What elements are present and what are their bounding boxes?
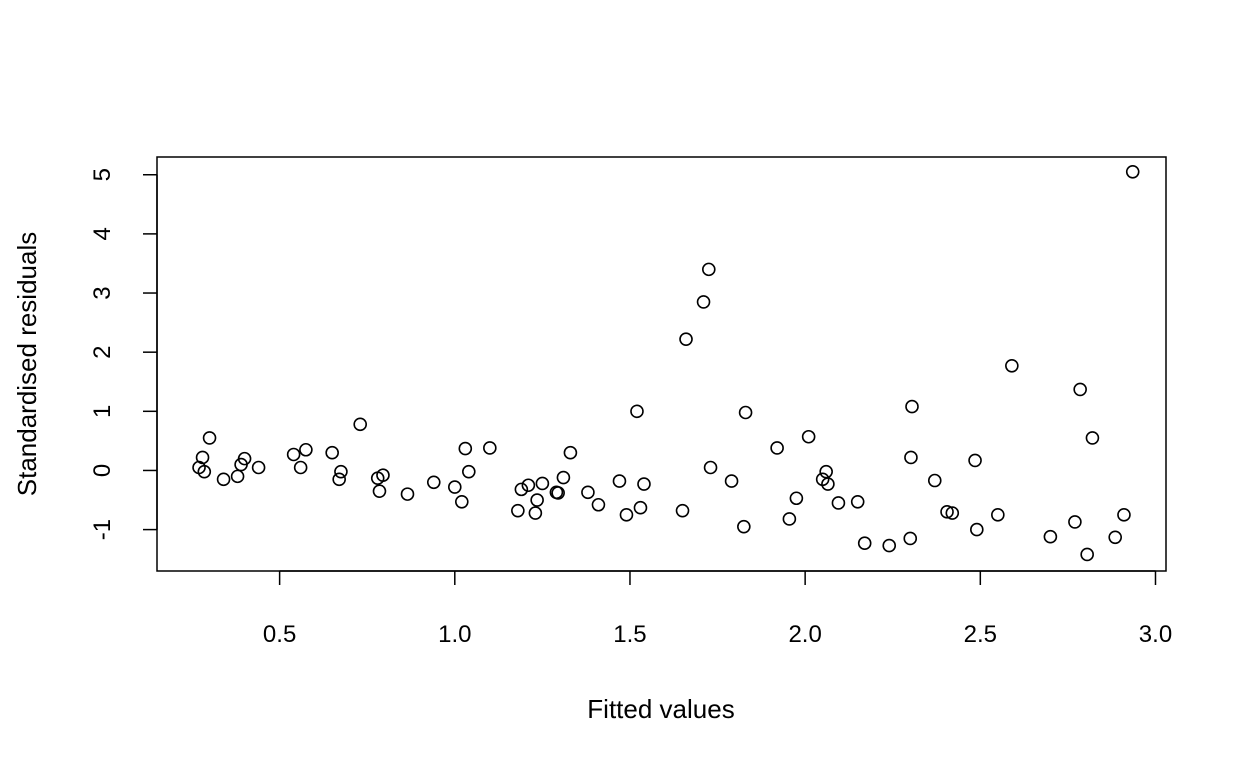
data-point — [904, 450, 918, 465]
x-tick-label: 3.0 — [1139, 621, 1172, 648]
data-point — [905, 399, 919, 414]
y-tick-label: 4 — [89, 227, 116, 240]
data-point — [789, 491, 804, 506]
data-point — [927, 473, 942, 488]
data-point — [970, 522, 984, 537]
y-tick-label: 5 — [89, 168, 116, 181]
x-tick-label: 1.0 — [438, 621, 471, 648]
data-point — [679, 332, 693, 346]
data-point — [197, 464, 212, 479]
data-point — [696, 295, 711, 309]
data-point — [353, 417, 368, 432]
data-point — [968, 453, 982, 468]
data-point — [857, 536, 872, 551]
data-point — [195, 450, 210, 465]
data-point — [286, 447, 301, 462]
y-tick-label: -1 — [89, 519, 116, 540]
data-point — [1043, 529, 1058, 544]
data-point — [701, 262, 716, 277]
data-points — [192, 164, 1140, 562]
x-tick-label: 2.0 — [788, 621, 821, 648]
data-point — [619, 508, 634, 522]
data-point — [332, 472, 346, 487]
data-point — [637, 477, 651, 491]
data-point — [299, 442, 313, 457]
data-point — [556, 470, 571, 485]
data-point — [551, 486, 565, 500]
data-point — [738, 405, 753, 420]
data-point — [630, 404, 644, 419]
data-point — [591, 497, 606, 512]
data-point — [703, 460, 718, 475]
data-point — [1080, 547, 1094, 562]
data-point — [426, 475, 441, 490]
x-tick-label: 1.5 — [613, 621, 646, 648]
data-point — [1005, 358, 1019, 373]
data-point — [230, 469, 245, 484]
data-point — [633, 500, 648, 515]
data-point — [1117, 508, 1131, 522]
data-point — [945, 506, 960, 520]
data-point — [782, 512, 797, 526]
data-point — [1085, 431, 1100, 445]
x-axis-label: Fitted values — [587, 694, 734, 724]
data-point — [334, 464, 348, 479]
data-point — [882, 538, 897, 553]
data-point — [737, 519, 751, 534]
data-point — [376, 468, 390, 482]
data-point — [1125, 164, 1140, 179]
data-point — [991, 508, 1005, 522]
y-tick-label: 0 — [89, 464, 116, 477]
x-axis: 0.5 1.0 1.5 2.0 2.5 3.0 — [263, 570, 1172, 648]
data-point — [535, 476, 550, 491]
x-tick-label: 0.5 — [263, 621, 296, 648]
data-point — [821, 477, 835, 491]
data-point — [447, 480, 462, 494]
x-tick-label: 2.5 — [964, 621, 997, 648]
y-axis-label: Standardised residuals — [12, 232, 42, 497]
data-point — [675, 503, 690, 518]
data-point — [528, 506, 543, 520]
data-point — [940, 505, 954, 519]
data-point — [563, 445, 578, 460]
plot-frame — [156, 156, 1167, 572]
data-point — [237, 451, 252, 466]
data-point — [850, 495, 865, 509]
data-point — [511, 503, 525, 518]
data-point — [612, 474, 627, 488]
data-point — [770, 441, 784, 455]
data-point — [455, 495, 469, 509]
data-point — [903, 531, 918, 546]
y-axis: -1 0 1 2 3 4 5 — [89, 168, 158, 540]
data-point — [251, 460, 266, 475]
data-point — [831, 496, 846, 510]
data-point — [372, 484, 387, 498]
y-tick-label: 2 — [89, 345, 116, 358]
data-point — [1068, 515, 1082, 529]
y-tick-label: 1 — [89, 405, 116, 418]
data-point — [724, 474, 739, 488]
data-point — [1073, 382, 1087, 397]
data-point — [483, 441, 497, 455]
data-point — [514, 482, 529, 497]
data-point — [819, 464, 833, 479]
y-tick-label: 3 — [89, 286, 116, 299]
data-point — [458, 441, 473, 456]
data-point — [1108, 530, 1122, 545]
data-point — [202, 431, 217, 445]
data-point — [216, 472, 231, 487]
data-point — [325, 445, 339, 460]
data-point — [400, 487, 415, 501]
data-point — [462, 464, 476, 479]
data-point — [521, 478, 536, 493]
data-point — [293, 460, 308, 475]
data-point — [801, 429, 816, 444]
data-point — [581, 485, 595, 500]
data-point — [530, 493, 544, 507]
